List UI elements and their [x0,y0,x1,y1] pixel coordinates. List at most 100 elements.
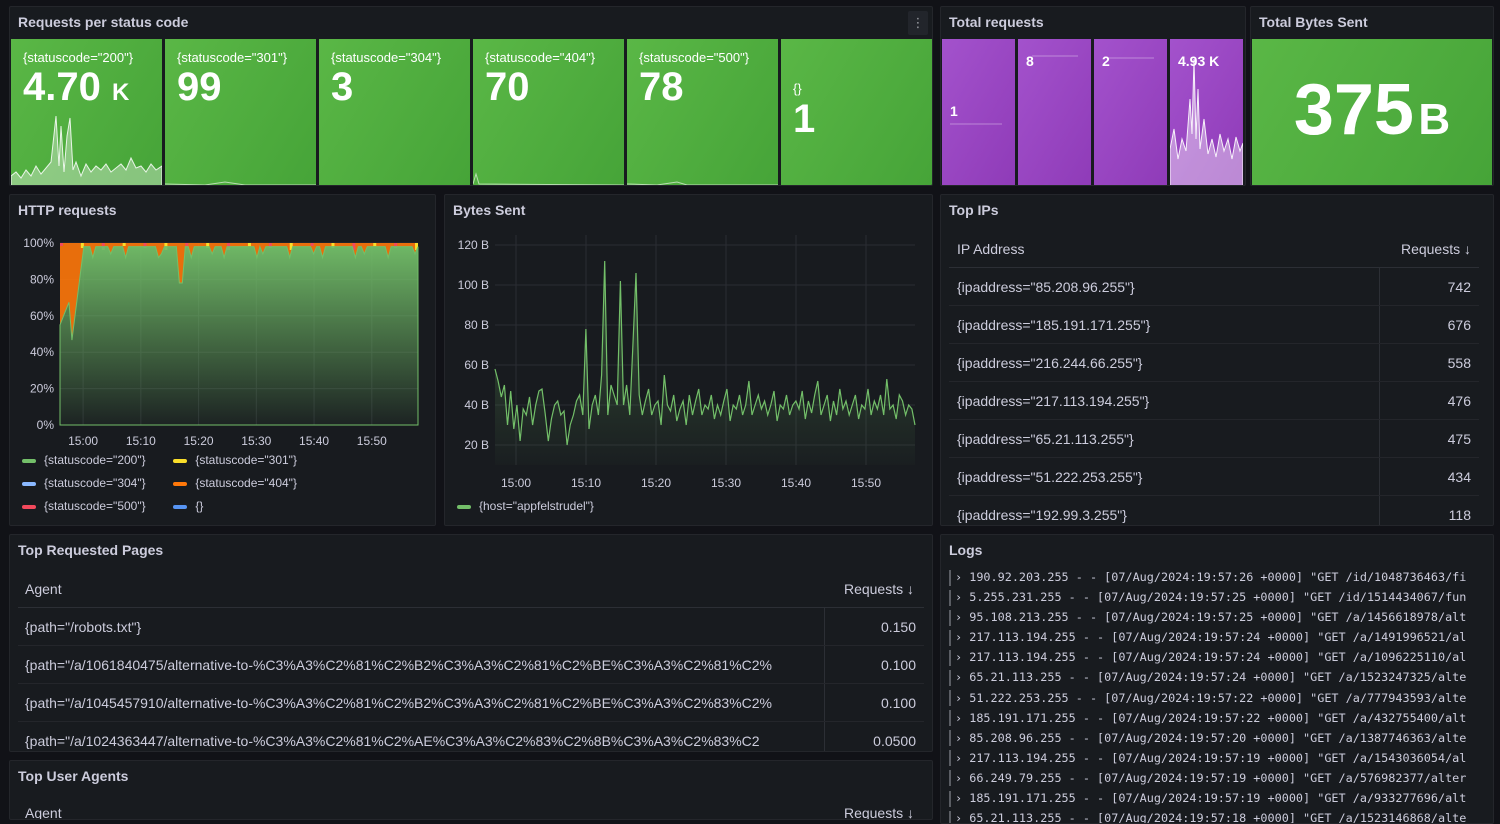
total-requests-stat-1[interactable]: 1 [942,39,1015,185]
y-tick-label: 80% [30,272,54,286]
table-row[interactable]: {ipaddress="217.113.194.255"} 476 [949,381,1479,420]
log-line[interactable]: › 51.222.253.255 - - [07/Aug/2024:19:57:… [949,688,1493,708]
total-requests-stat-2[interactable]: 2 [1094,39,1167,185]
sparkline [1170,58,1243,185]
stat-value: 3 [331,65,354,109]
expand-chevron-icon[interactable]: › [955,710,963,725]
total-requests-stat-8[interactable]: 8 [1018,39,1091,185]
log-line[interactable]: › 5.255.231.255 - - [07/Aug/2024:19:57:2… [949,587,1493,607]
column-header-requests[interactable]: Requests ↓ [843,805,914,820]
stat-value: 8 [1026,53,1034,69]
stat-empty[interactable]: {} 1 [781,39,932,185]
sort-desc-icon: ↓ [1464,241,1471,257]
log-level-bar [949,629,951,646]
x-tick-label: 15:30 [711,476,741,490]
log-line[interactable]: › 185.191.171.255 - - [07/Aug/2024:19:57… [949,708,1493,728]
expand-chevron-icon[interactable]: › [955,610,963,625]
log-text: 190.92.203.255 - - [07/Aug/2024:19:57:26… [969,570,1467,584]
expand-chevron-icon[interactable]: › [955,690,963,705]
table-row[interactable]: {ipaddress="85.208.96.255"} 742 [949,267,1479,306]
ip-address-cell: {ipaddress="216.244.66.255"} [949,343,1380,382]
column-header-agent[interactable]: Agent [18,571,824,608]
table-row[interactable]: {path="/a/1045457910/alternative-to-%C3%… [18,683,924,722]
expand-chevron-icon[interactable]: › [955,650,963,665]
log-line[interactable]: › 85.208.96.255 - - [07/Aug/2024:19:57:2… [949,728,1493,748]
panel-title: Logs [949,542,983,558]
legend-item-404[interactable]: {statuscode="404"} [173,476,297,490]
series-spike [289,243,293,250]
x-tick-label: 15:20 [184,434,214,448]
column-header-requests[interactable]: Requests ↓ [1379,231,1479,268]
http-requests-panel: HTTP requests 0% 20% 40% 60% 80% 100% 15:00 15:… [9,194,436,526]
expand-chevron-icon[interactable]: › [955,750,963,765]
log-line[interactable]: › 185.191.171.255 - - [07/Aug/2024:19:57… [949,788,1493,808]
log-level-bar [949,730,951,747]
stat-label: {statuscode="404"} [485,50,596,65]
log-line[interactable]: › 66.249.79.255 - - [07/Aug/2024:19:57:1… [949,768,1493,788]
series-spike [143,243,147,248]
table-row[interactable]: {path="/robots.txt"} 0.150 [18,607,924,646]
expand-chevron-icon[interactable]: › [955,811,963,824]
column-header-ip[interactable]: IP Address [949,231,1380,268]
legend-swatch [22,458,36,463]
stat-304[interactable]: {statuscode="304"} 3 [319,39,470,185]
legend-item-500[interactable]: {statuscode="500"} [22,499,170,513]
stat-500[interactable]: {statuscode="500"} 78 [627,39,778,185]
column-header-agent[interactable]: Agent [25,805,62,820]
top-ips-table: IP Address Requests ↓ {ipaddress="85.208… [949,231,1479,525]
log-line[interactable]: › 65.21.113.255 - - [07/Aug/2024:19:57:2… [949,667,1493,687]
total-requests-stat-4930[interactable]: 4.93 K [1170,39,1243,185]
http-requests-chart[interactable]: 0% 20% 40% 60% 80% 100% 15:00 15:10 15:20 15:30 15… [10,225,436,480]
expand-chevron-icon[interactable]: › [955,770,963,785]
bytes-sent-chart[interactable]: 20 B 40 B 60 B 80 B 100 B 120 B 15:00 15:10 15:2… [445,225,933,500]
legend-item-301[interactable]: {statuscode="301"} [173,453,297,467]
bytes-sent-legend: {host="appfelstrudel"} [457,499,594,513]
log-list[interactable]: › 190.92.203.255 - - [07/Aug/2024:19:57:… [949,567,1493,824]
top-pages-panel: Top Requested Pages Agent Requests ↓ {pa… [9,534,933,752]
legend-item-empty[interactable]: {} [173,499,203,513]
table-row[interactable]: {path="/a/1024363447/alternative-to-%C3%… [18,721,924,751]
log-text: 217.113.194.255 - - [07/Aug/2024:19:57:2… [969,630,1467,645]
y-tick-label: 20% [30,382,54,396]
series-spike [206,243,210,248]
expand-chevron-icon[interactable]: › [955,670,963,685]
log-line[interactable]: › 65.21.113.255 - - [07/Aug/2024:19:57:1… [949,808,1493,824]
legend-item-appfelstrudel[interactable]: {host="appfelstrudel"} [457,499,594,513]
ip-address-cell: {ipaddress="217.113.194.255"} [949,381,1380,420]
column-header-requests[interactable]: Requests ↓ [824,571,924,608]
log-line[interactable]: › 217.113.194.255 - - [07/Aug/2024:19:57… [949,748,1493,768]
table-row[interactable]: {path="/a/1061840475/alternative-to-%C3%… [18,645,924,684]
table-row[interactable]: {ipaddress="216.244.66.255"} 558 [949,343,1479,382]
log-line[interactable]: › 217.113.194.255 - - [07/Aug/2024:19:57… [949,627,1493,647]
log-line[interactable]: › 190.92.203.255 - - [07/Aug/2024:19:57:… [949,567,1493,587]
series-spike [394,243,398,248]
table-row[interactable]: {ipaddress="185.191.171.255"} 676 [949,305,1479,344]
legend-item-200[interactable]: {statuscode="200"} [22,453,170,467]
log-level-bar [949,770,951,787]
log-line[interactable]: › 217.113.194.255 - - [07/Aug/2024:19:57… [949,647,1493,667]
stat-200[interactable]: {statuscode="200"} 4.70 K [11,39,162,185]
panel-title: HTTP requests [18,202,117,218]
stat-404[interactable]: {statuscode="404"} 70 [473,39,624,185]
log-line[interactable]: › 95.108.213.255 - - [07/Aug/2024:19:57:… [949,607,1493,627]
table-row[interactable]: {ipaddress="51.222.253.255"} 434 [949,457,1479,496]
table-row[interactable]: {ipaddress="65.21.113.255"} 475 [949,419,1479,458]
expand-chevron-icon[interactable]: › [955,590,963,605]
sparkline [165,181,316,185]
path-cell: {path="/a/1024363447/alternative-to-%C3%… [18,721,825,751]
total-bytes-stat[interactable]: 375 B [1252,39,1492,185]
expand-chevron-icon[interactable]: › [955,630,963,645]
top-ips-panel: Top IPs IP Address Requests ↓ {ipaddress… [940,194,1494,526]
expand-chevron-icon[interactable]: › [955,730,963,745]
path-cell: {path="/a/1061840475/alternative-to-%C3%… [18,645,825,684]
log-text: 65.21.113.255 - - [07/Aug/2024:19:57:18 … [969,811,1467,824]
series-spike [247,243,251,246]
stat-301[interactable]: {statuscode="301"} 99 [165,39,316,185]
expand-chevron-icon[interactable]: › [955,791,963,806]
panel-menu-icon[interactable]: ⋮ [908,11,928,35]
log-level-bar [949,710,951,727]
table-row[interactable]: {ipaddress="192.99.3.255"} 118 [949,495,1479,525]
x-tick-label: 15:00 [68,434,98,448]
legend-item-304[interactable]: {statuscode="304"} [22,476,170,490]
expand-chevron-icon[interactable]: › [955,570,963,584]
